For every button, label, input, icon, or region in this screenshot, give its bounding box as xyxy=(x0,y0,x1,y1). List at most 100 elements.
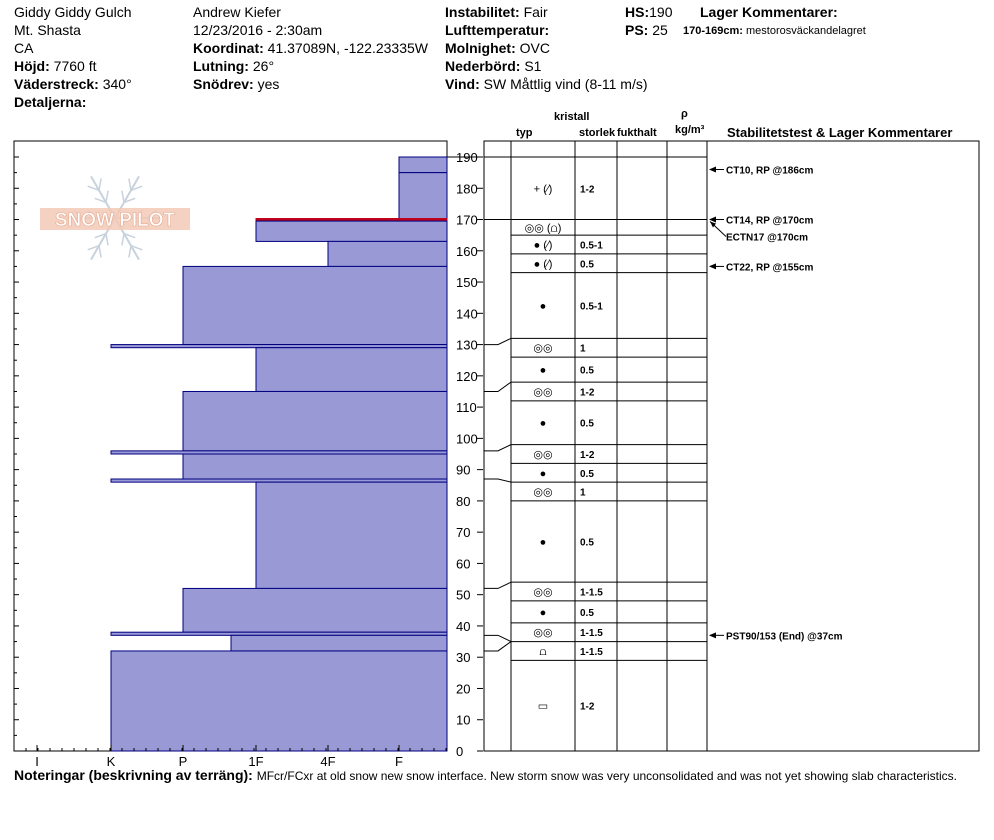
grain-size-label: 0.5 xyxy=(580,259,594,270)
hardness-tick-label: 1F xyxy=(248,754,263,769)
depth-tick-label: 110 xyxy=(456,400,477,415)
depth-tick-label: 30 xyxy=(456,650,470,665)
snowflake-branch xyxy=(128,245,132,258)
hardness-tick-label: I xyxy=(35,754,39,769)
grain-form-symbol: ● xyxy=(540,468,547,480)
depth-tick-label: 180 xyxy=(456,181,478,196)
wind-loading-value: yes xyxy=(257,76,280,92)
grain-size-label: 0.5 xyxy=(580,608,594,619)
grain-size-label: 0.5 xyxy=(580,419,594,430)
stability-arrowhead xyxy=(709,263,716,270)
hs-row: HS:190 xyxy=(625,4,672,20)
hardness-bar xyxy=(398,172,448,221)
depth-tick-label: 40 xyxy=(456,619,470,634)
snowflake-branch xyxy=(123,197,136,204)
stability-arrowhead xyxy=(710,221,716,228)
stability-test-label: PST90/153 (End) @37cm xyxy=(726,631,843,642)
hardness-bar xyxy=(327,240,448,267)
sky-label: Molnighet: xyxy=(445,40,516,56)
layer-comment: 170-169cm: mestorosväckandelagret xyxy=(683,25,866,37)
boundary-connector xyxy=(484,337,512,346)
grain-form-symbol: ◎◎ xyxy=(533,587,552,599)
aspect-value: 340° xyxy=(102,76,132,92)
depth-tick-label: 120 xyxy=(456,369,478,384)
region: Mt. Shasta xyxy=(14,22,81,38)
hardness-bar xyxy=(255,220,448,242)
notes-text: MFcr/FCxr at old snow new snow interface… xyxy=(256,769,958,783)
moisture-header: fukthalt xyxy=(617,127,657,139)
wind-row: Vind: SW Måttlig vind (8-11 m/s) xyxy=(445,76,648,92)
stability-arrowhead xyxy=(709,216,716,223)
coords-row: Koordinat: 41.37089N, -122.23335W xyxy=(193,40,428,56)
grain-form-symbol: ◎◎ xyxy=(533,449,552,461)
stability-frame xyxy=(706,140,980,752)
hardness-bar xyxy=(255,347,448,392)
depth-tick-label: 80 xyxy=(456,494,470,509)
size-header: storlek xyxy=(579,127,616,139)
notes-row: Noteringar (beskrivning av terräng): MFc… xyxy=(14,767,957,784)
aspect-label: Väderstreck: xyxy=(14,76,99,92)
depth-tick-label: 170 xyxy=(456,213,478,228)
boundary-connector xyxy=(484,381,512,392)
snowflake-branch xyxy=(130,185,143,191)
boundary-connector xyxy=(484,641,512,652)
logo-band xyxy=(40,208,190,230)
sky-row: Molnighet: OVC xyxy=(445,40,550,56)
air-temp-label: Lufttemperatur: xyxy=(445,22,550,38)
slope-value: 26° xyxy=(252,58,275,74)
depth-tick-label: 150 xyxy=(456,275,478,290)
wind-label: Vind: xyxy=(445,76,480,92)
grain-form-symbol: ◎◎ xyxy=(533,487,552,499)
grain-size-label: 0.5 xyxy=(580,366,594,377)
hardness-tick-label: P xyxy=(179,754,188,769)
depth-tick-label: 10 xyxy=(456,713,470,728)
hardness-bar xyxy=(255,481,448,589)
layer-comment-range: 170-169cm: xyxy=(683,25,743,37)
stability-value: Fair xyxy=(523,4,548,20)
boundary-connector xyxy=(484,581,512,589)
type-header: typ xyxy=(516,127,533,139)
grain-form-symbol: ◎◎ xyxy=(533,627,552,639)
hs-label: HS: xyxy=(625,4,650,20)
grain-form-symbol: ● (⁄) xyxy=(534,258,553,270)
stability-test-label: CT14, RP @170cm xyxy=(726,216,813,227)
hardness-bar xyxy=(230,634,448,652)
grain-size-label: 0.5 xyxy=(580,469,594,480)
grain-form-symbol: ● xyxy=(540,301,547,313)
grain-size-label: 0.5-1 xyxy=(580,241,603,252)
boundary-connector xyxy=(484,444,512,452)
snowflake-branch xyxy=(128,178,132,191)
snowflake-branch xyxy=(130,245,143,251)
density-unit-header: kg/m³ xyxy=(675,124,705,136)
boundary-connector xyxy=(484,478,512,483)
elevation-row: Höjd: 7760 ft xyxy=(14,58,96,74)
aspect-row: Väderstreck: 340° xyxy=(14,76,132,92)
strat-table-frame xyxy=(483,140,708,752)
grain-size-label: 1 xyxy=(580,488,586,499)
grain-form-symbol: ▭ xyxy=(538,701,548,713)
snowflake-branch xyxy=(87,185,100,191)
hardness-tick-label: K xyxy=(107,754,116,769)
snowflake-branch xyxy=(121,233,125,246)
slope-label: Lutning: xyxy=(193,58,249,74)
ps-value: 25 xyxy=(652,22,668,38)
ps-label: PS: xyxy=(625,22,649,38)
snowflake-branch xyxy=(123,232,136,239)
snowflake-branch xyxy=(121,190,125,203)
air-temp-row: Lufttemperatur: xyxy=(445,22,549,38)
location-name: Giddy Giddy Gulch xyxy=(14,4,132,20)
grain-form-symbol: ◎◎ (⩍) xyxy=(525,222,562,234)
grain-size-label: 0.5 xyxy=(580,538,594,549)
stability-label: Instabilitet: xyxy=(445,4,520,20)
stability-test-label: ECTN17 @170cm xyxy=(726,233,808,244)
grain-size-label: 0.5-1 xyxy=(580,302,603,313)
grain-form-symbol: ◎◎ xyxy=(533,343,552,355)
wind-value: SW Måttlig vind (8-11 m/s) xyxy=(483,76,648,92)
stability-test-label: CT22, RP @155cm xyxy=(726,262,813,273)
grain-size-label: 1-2 xyxy=(580,387,595,398)
depth-tick-label: 70 xyxy=(456,525,470,540)
precip-row: Nederbörd: S1 xyxy=(445,58,541,74)
grain-form-symbol: ● xyxy=(540,537,547,549)
grain-size-label: 1-1.5 xyxy=(580,628,603,639)
